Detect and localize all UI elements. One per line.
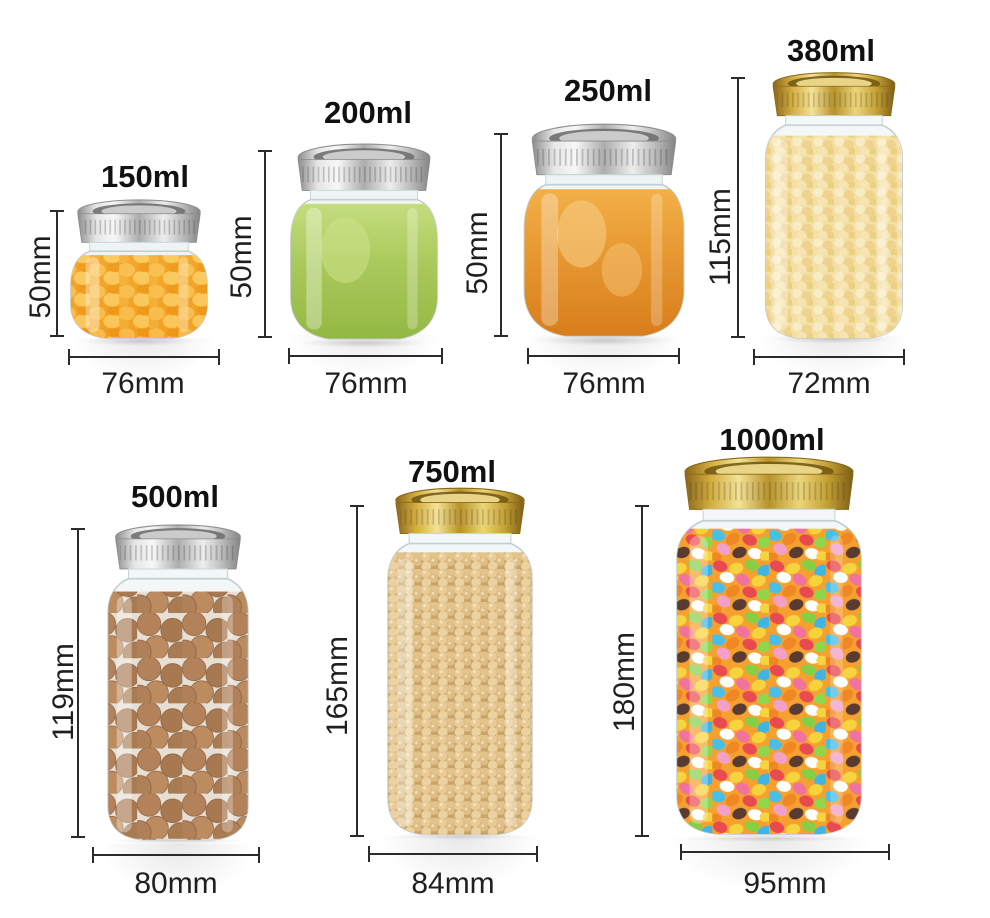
height-label: 50mm [24, 235, 57, 319]
height-dimension-line [264, 150, 266, 338]
volume-label: 750ml [408, 454, 496, 489]
jar-image-150ml [70, 199, 208, 346]
jar-lid [772, 72, 896, 117]
jar-contents [290, 203, 438, 339]
jar-contents [70, 255, 208, 339]
height-dimension-line [356, 505, 358, 837]
jar-body [764, 115, 904, 340]
height-label: 50mm [461, 211, 494, 295]
width-dimension-line [527, 355, 680, 357]
jar-image-500ml [107, 524, 249, 846]
jar-body [387, 533, 533, 836]
jar-body [70, 241, 208, 339]
height-dimension-line [77, 528, 79, 838]
height-label: 180mm [608, 631, 641, 733]
volume-label: 250ml [564, 73, 652, 108]
jar-image-1000ml [676, 456, 862, 842]
width-label: 76mm [562, 367, 646, 400]
jar-contents [524, 189, 684, 336]
jar-lid [531, 123, 677, 176]
width-dimension-line [368, 853, 538, 855]
jar-image-200ml [290, 143, 438, 348]
jar-image-380ml [764, 72, 904, 344]
jar-body [107, 568, 249, 841]
jar-contents [765, 135, 903, 339]
width-label: 80mm [134, 867, 218, 900]
width-label: 72mm [787, 367, 871, 400]
width-label: 76mm [101, 367, 185, 400]
jar-body [523, 174, 685, 337]
volume-label: 1000ml [719, 422, 825, 457]
volume-label: 500ml [131, 479, 219, 514]
width-label: 84mm [411, 867, 495, 900]
jar-body [290, 189, 438, 340]
width-dimension-line [68, 356, 220, 358]
jar-image-750ml [387, 487, 533, 840]
height-label: 50mm [225, 215, 258, 299]
height-dimension-line [500, 133, 502, 337]
volume-label: 200ml [324, 95, 412, 130]
width-label: 95mm [743, 867, 827, 900]
jar-lid [77, 199, 201, 243]
volume-label: 150ml [101, 159, 189, 194]
jar-contents [677, 528, 861, 835]
jar-lid [684, 456, 854, 510]
height-label: 119mm [47, 643, 80, 741]
jar-lid [297, 143, 431, 191]
height-dimension-line [737, 77, 739, 338]
height-dimension-line [56, 210, 58, 337]
width-label: 76mm [324, 367, 408, 400]
jar-contents [388, 552, 532, 835]
height-dimension-line [641, 505, 643, 837]
width-dimension-line [753, 356, 905, 358]
volume-label: 380ml [787, 33, 875, 68]
height-label: 165mm [321, 635, 354, 737]
jar-contents [108, 591, 248, 840]
jar-body [676, 508, 862, 835]
width-dimension-line [288, 355, 443, 357]
width-dimension-line [92, 854, 260, 856]
height-label: 115mm [704, 188, 737, 286]
jar-lid [115, 524, 241, 570]
jar-lid [395, 487, 525, 535]
width-dimension-line [680, 851, 890, 853]
jar-image-250ml [523, 123, 685, 346]
